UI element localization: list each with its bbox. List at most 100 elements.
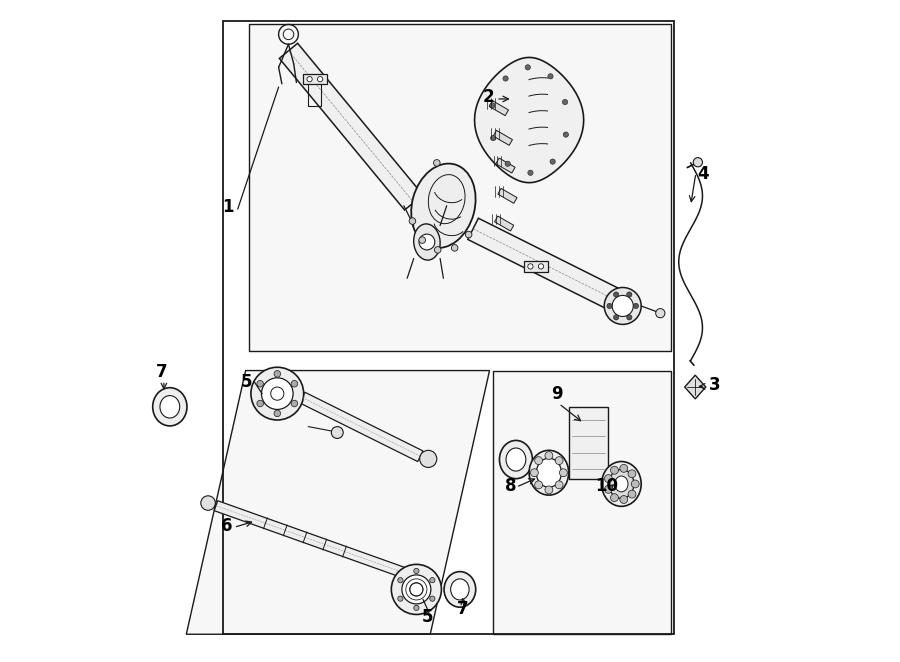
Ellipse shape	[601, 461, 641, 506]
Circle shape	[274, 410, 281, 416]
Polygon shape	[685, 375, 706, 399]
Circle shape	[429, 577, 435, 583]
Bar	[222, 21, 674, 634]
Text: 10: 10	[595, 477, 618, 495]
Text: 5: 5	[422, 608, 433, 626]
Circle shape	[607, 303, 612, 308]
Circle shape	[634, 303, 638, 308]
Circle shape	[434, 160, 440, 166]
Circle shape	[538, 263, 544, 269]
Circle shape	[262, 378, 293, 410]
Ellipse shape	[444, 571, 476, 607]
Polygon shape	[496, 158, 515, 173]
Circle shape	[271, 387, 284, 401]
Polygon shape	[279, 43, 423, 210]
Circle shape	[256, 401, 264, 407]
Circle shape	[560, 469, 567, 477]
Circle shape	[398, 596, 403, 601]
Ellipse shape	[451, 579, 469, 600]
Circle shape	[656, 308, 665, 318]
Circle shape	[291, 401, 298, 407]
Polygon shape	[300, 393, 423, 461]
Text: 9: 9	[551, 385, 562, 403]
Circle shape	[610, 494, 618, 502]
Circle shape	[256, 381, 264, 387]
Text: 7: 7	[156, 363, 167, 381]
Circle shape	[535, 457, 543, 465]
Ellipse shape	[411, 164, 475, 248]
Circle shape	[402, 575, 431, 604]
Circle shape	[491, 136, 496, 141]
Polygon shape	[493, 130, 512, 146]
Circle shape	[614, 292, 619, 297]
Circle shape	[392, 565, 441, 614]
Circle shape	[612, 295, 634, 316]
Bar	[493, 371, 670, 634]
Circle shape	[544, 451, 553, 459]
Circle shape	[503, 76, 508, 81]
Text: 4: 4	[698, 166, 709, 183]
Ellipse shape	[500, 440, 533, 479]
Circle shape	[527, 170, 533, 175]
Ellipse shape	[153, 388, 187, 426]
Circle shape	[693, 158, 703, 167]
Ellipse shape	[506, 448, 526, 471]
Ellipse shape	[609, 469, 634, 498]
Text: 6: 6	[220, 518, 232, 536]
Circle shape	[418, 237, 426, 244]
Circle shape	[614, 314, 619, 320]
Text: 3: 3	[709, 376, 721, 395]
Circle shape	[410, 583, 423, 596]
Circle shape	[527, 263, 533, 269]
Circle shape	[291, 381, 298, 387]
Polygon shape	[468, 218, 624, 312]
Circle shape	[555, 457, 563, 465]
Circle shape	[465, 231, 472, 238]
Circle shape	[605, 485, 612, 493]
Text: 7: 7	[456, 600, 468, 618]
Circle shape	[563, 132, 569, 137]
Circle shape	[530, 469, 538, 477]
Circle shape	[535, 481, 543, 489]
Circle shape	[631, 480, 639, 488]
Circle shape	[628, 470, 636, 478]
Circle shape	[398, 577, 403, 583]
Circle shape	[307, 77, 312, 82]
Circle shape	[419, 234, 435, 250]
Circle shape	[628, 490, 636, 498]
Polygon shape	[186, 371, 490, 634]
Circle shape	[544, 486, 553, 494]
Circle shape	[490, 103, 495, 108]
Bar	[303, 74, 327, 85]
Text: 5: 5	[241, 373, 253, 391]
Bar	[249, 24, 670, 351]
Circle shape	[620, 496, 628, 504]
Ellipse shape	[529, 450, 569, 495]
FancyBboxPatch shape	[569, 407, 608, 479]
Circle shape	[604, 287, 641, 324]
Circle shape	[414, 605, 419, 610]
Polygon shape	[474, 58, 584, 183]
Circle shape	[555, 481, 563, 489]
Circle shape	[331, 426, 343, 438]
Polygon shape	[494, 216, 514, 231]
Circle shape	[626, 292, 632, 297]
Circle shape	[419, 450, 436, 467]
Circle shape	[429, 596, 435, 601]
Polygon shape	[214, 500, 416, 581]
Circle shape	[410, 218, 416, 224]
Circle shape	[505, 161, 510, 166]
Circle shape	[452, 244, 458, 251]
Ellipse shape	[160, 396, 180, 418]
Circle shape	[610, 466, 618, 474]
Bar	[524, 261, 547, 271]
Circle shape	[548, 73, 554, 79]
Text: 2: 2	[483, 88, 495, 106]
Ellipse shape	[536, 458, 562, 487]
Circle shape	[414, 568, 419, 573]
Circle shape	[251, 367, 303, 420]
Circle shape	[550, 159, 555, 164]
Polygon shape	[490, 101, 508, 116]
Circle shape	[626, 314, 632, 320]
Text: 1: 1	[222, 199, 234, 216]
